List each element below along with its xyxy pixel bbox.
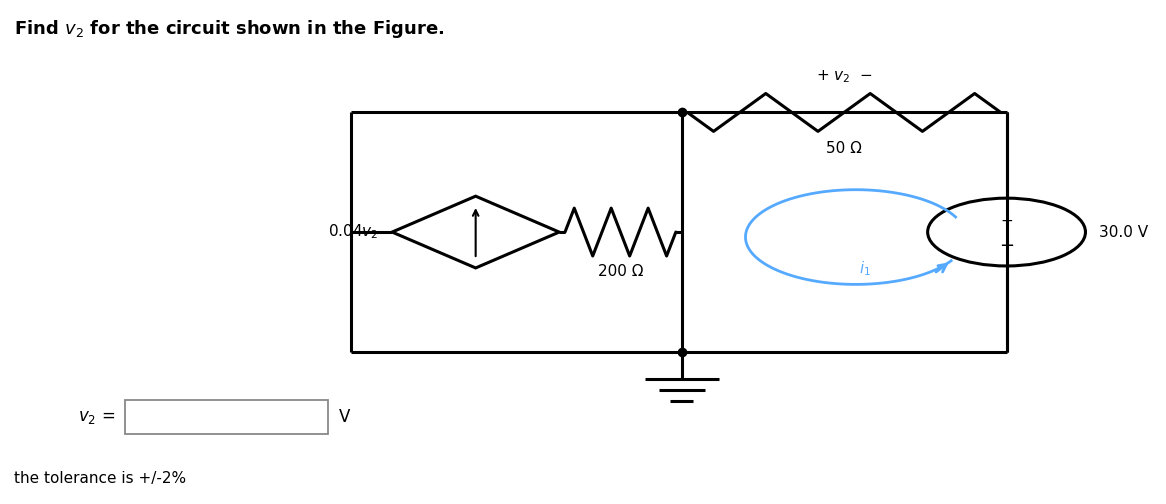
Text: 200 Ω: 200 Ω	[598, 265, 644, 279]
Text: the tolerance is +/-2%: the tolerance is +/-2%	[14, 471, 187, 486]
Text: 30.0 V: 30.0 V	[1100, 225, 1149, 239]
Text: 0.04$v_2$: 0.04$v_2$	[328, 223, 378, 241]
Text: +: +	[1000, 214, 1013, 229]
Text: + $v_2$  −: + $v_2$ −	[816, 69, 872, 85]
Text: $v_2$ =: $v_2$ =	[78, 408, 115, 426]
Text: V: V	[339, 408, 351, 426]
FancyBboxPatch shape	[125, 400, 328, 434]
Text: $i_1$: $i_1$	[859, 260, 871, 278]
Text: −: −	[999, 237, 1014, 255]
Text: 50 Ω: 50 Ω	[827, 141, 862, 156]
Text: Find $v_2$ for the circuit shown in the Figure.: Find $v_2$ for the circuit shown in the …	[14, 18, 444, 40]
